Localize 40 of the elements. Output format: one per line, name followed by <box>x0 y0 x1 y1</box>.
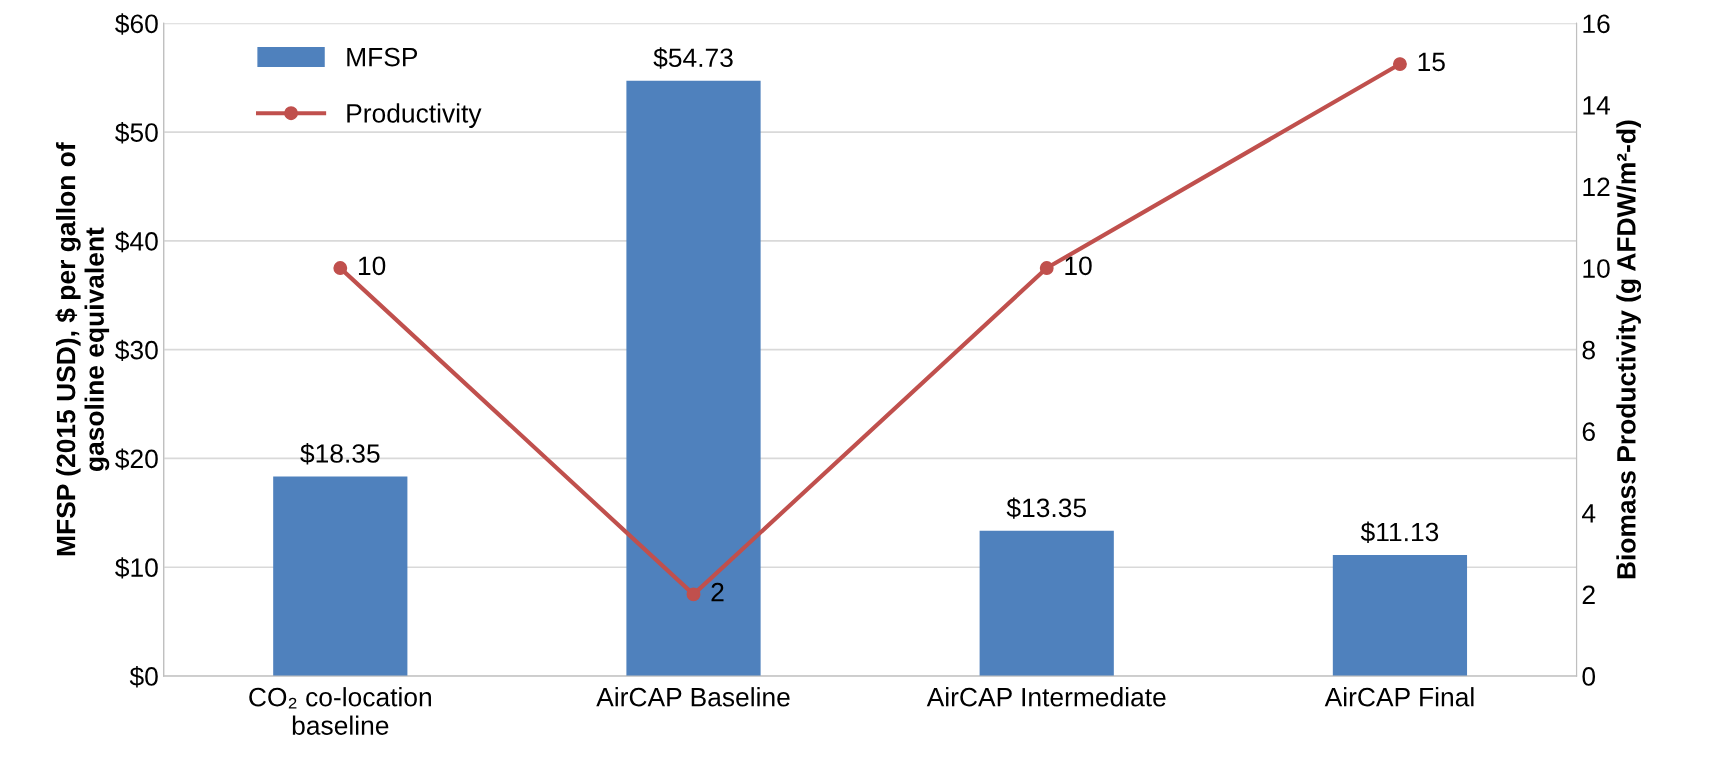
y-tick-label: $10 <box>115 557 158 579</box>
x-tick-label: AirCAP Final <box>1324 687 1474 707</box>
y2-axis-title: Biomass Productivity (g AFDW/m²-d) <box>1616 120 1642 579</box>
legend-label: MFSP <box>347 47 418 67</box>
bar <box>1332 554 1468 676</box>
data-label: $13.35 <box>1006 497 1086 519</box>
y-tick-label: $50 <box>115 122 158 144</box>
bar <box>626 80 761 676</box>
x-tick-label: AirCAP Baseline <box>596 687 790 707</box>
data-label: 10 <box>358 256 386 276</box>
legend-label: Productivity <box>347 103 482 128</box>
y2-tick-label: 0 <box>1582 667 1596 686</box>
bar <box>273 476 408 676</box>
point <box>686 587 701 602</box>
y-tick-label: $30 <box>115 339 158 362</box>
y2-tick-label: 12 <box>1583 177 1610 197</box>
bar <box>979 530 1114 676</box>
y2-tick-label: 6 <box>1582 422 1595 442</box>
y2-tick-label: 4 <box>1582 504 1596 523</box>
point <box>333 261 348 276</box>
x-tick-label: CO₂ co-location baseline <box>249 687 431 735</box>
y-tick-label: $0 <box>129 666 158 688</box>
y2-tick-label: 14 <box>1583 96 1610 115</box>
point <box>1392 57 1407 72</box>
y-tick-label: $40 <box>115 230 158 253</box>
data-label: $54.73 <box>653 47 733 69</box>
y2-tick-label: 8 <box>1582 340 1595 360</box>
point <box>1039 261 1054 276</box>
data-label: 2 <box>711 582 724 602</box>
data-label: $11.13 <box>1360 521 1439 543</box>
y2-tick-label: 2 <box>1582 585 1595 604</box>
data-label: $18.35 <box>300 443 380 465</box>
data-label: 10 <box>1065 256 1092 276</box>
x-tick-label: AirCAP Intermediate <box>926 687 1166 707</box>
y2-tick-label: 16 <box>1583 14 1610 34</box>
y-axis-title: MFSP (2015 USD), $ per gallon of gasoline equivalent <box>55 142 110 556</box>
data-label: 15 <box>1418 52 1445 72</box>
y-tick-label: $20 <box>115 448 158 470</box>
y-tick-label: $60 <box>115 13 158 35</box>
y2-tick-label: 10 <box>1583 259 1610 278</box>
